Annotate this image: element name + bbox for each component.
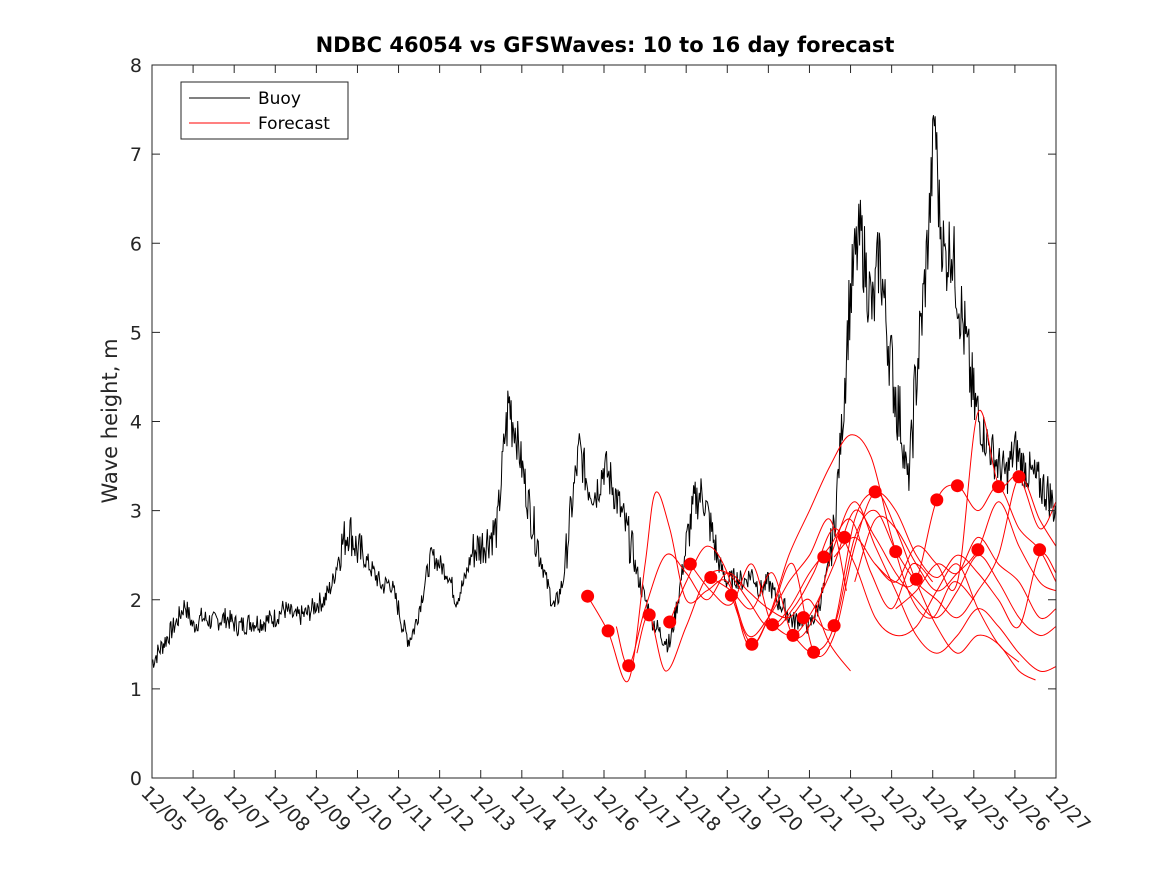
forecast-line xyxy=(833,484,1057,588)
forecast-marker xyxy=(622,659,636,673)
forecast-line xyxy=(710,501,1057,672)
forecast-marker xyxy=(796,611,810,625)
forecast-marker xyxy=(837,530,851,544)
forecast-marker xyxy=(766,618,779,632)
forecast-line xyxy=(792,491,1057,653)
y-tick-label: 5 xyxy=(130,322,142,344)
forecast-line xyxy=(689,528,1020,663)
forecast-marker xyxy=(704,571,718,584)
forecast-marker xyxy=(930,493,944,507)
y-tick-label: 1 xyxy=(130,679,142,701)
forecast-marker xyxy=(868,485,882,499)
forecast-marker xyxy=(642,608,656,622)
legend-forecast-label: Forecast xyxy=(258,114,330,134)
forecast-marker xyxy=(786,628,800,642)
forecast-line xyxy=(669,434,975,647)
y-tick-label: 0 xyxy=(130,768,142,790)
y-axis: 0 1 2 3 4 5 6 7 8 xyxy=(130,55,1056,790)
y-axis-label: Wave height, m xyxy=(98,338,122,503)
forecast-marker xyxy=(1033,543,1047,557)
forecast-marker xyxy=(683,557,697,571)
y-tick-label: 2 xyxy=(130,590,142,612)
forecast-line xyxy=(636,518,934,672)
forecast-marker xyxy=(663,615,677,629)
forecast-marker xyxy=(724,588,738,602)
forecast-line xyxy=(772,509,1057,637)
forecast-marker xyxy=(971,543,985,557)
buoy-line xyxy=(151,115,1057,668)
forecast-marker xyxy=(817,550,831,564)
forecast-line xyxy=(874,409,1057,592)
legend-buoy-label: Buoy xyxy=(258,89,301,109)
legend-box xyxy=(180,81,349,140)
forecast-marker xyxy=(889,545,903,559)
forecast-marker xyxy=(950,479,964,493)
forecast-markers xyxy=(581,470,1047,673)
forecast-marker xyxy=(909,572,923,586)
forecast-marker xyxy=(745,637,759,651)
y-tick-label: 8 xyxy=(130,55,142,77)
y-tick-label: 6 xyxy=(130,233,142,255)
y-tick-label: 4 xyxy=(130,412,142,434)
y-tick-label: 7 xyxy=(130,144,142,166)
forecast-marker xyxy=(992,480,1005,494)
forecast-marker xyxy=(807,645,821,659)
forecast-marker xyxy=(827,619,841,633)
plot-area xyxy=(152,65,1056,778)
forecast-line xyxy=(895,536,1057,620)
forecast-marker xyxy=(581,589,595,603)
legend: Buoy Forecast xyxy=(180,81,349,140)
buoy-series xyxy=(151,115,1057,668)
forecast-marker xyxy=(1012,470,1026,484)
chart-title: NDBC 46054 vs GFSWaves: 10 to 16 day for… xyxy=(316,33,895,57)
forecast-marker xyxy=(601,624,615,638)
y-tick-label: 3 xyxy=(130,501,142,523)
